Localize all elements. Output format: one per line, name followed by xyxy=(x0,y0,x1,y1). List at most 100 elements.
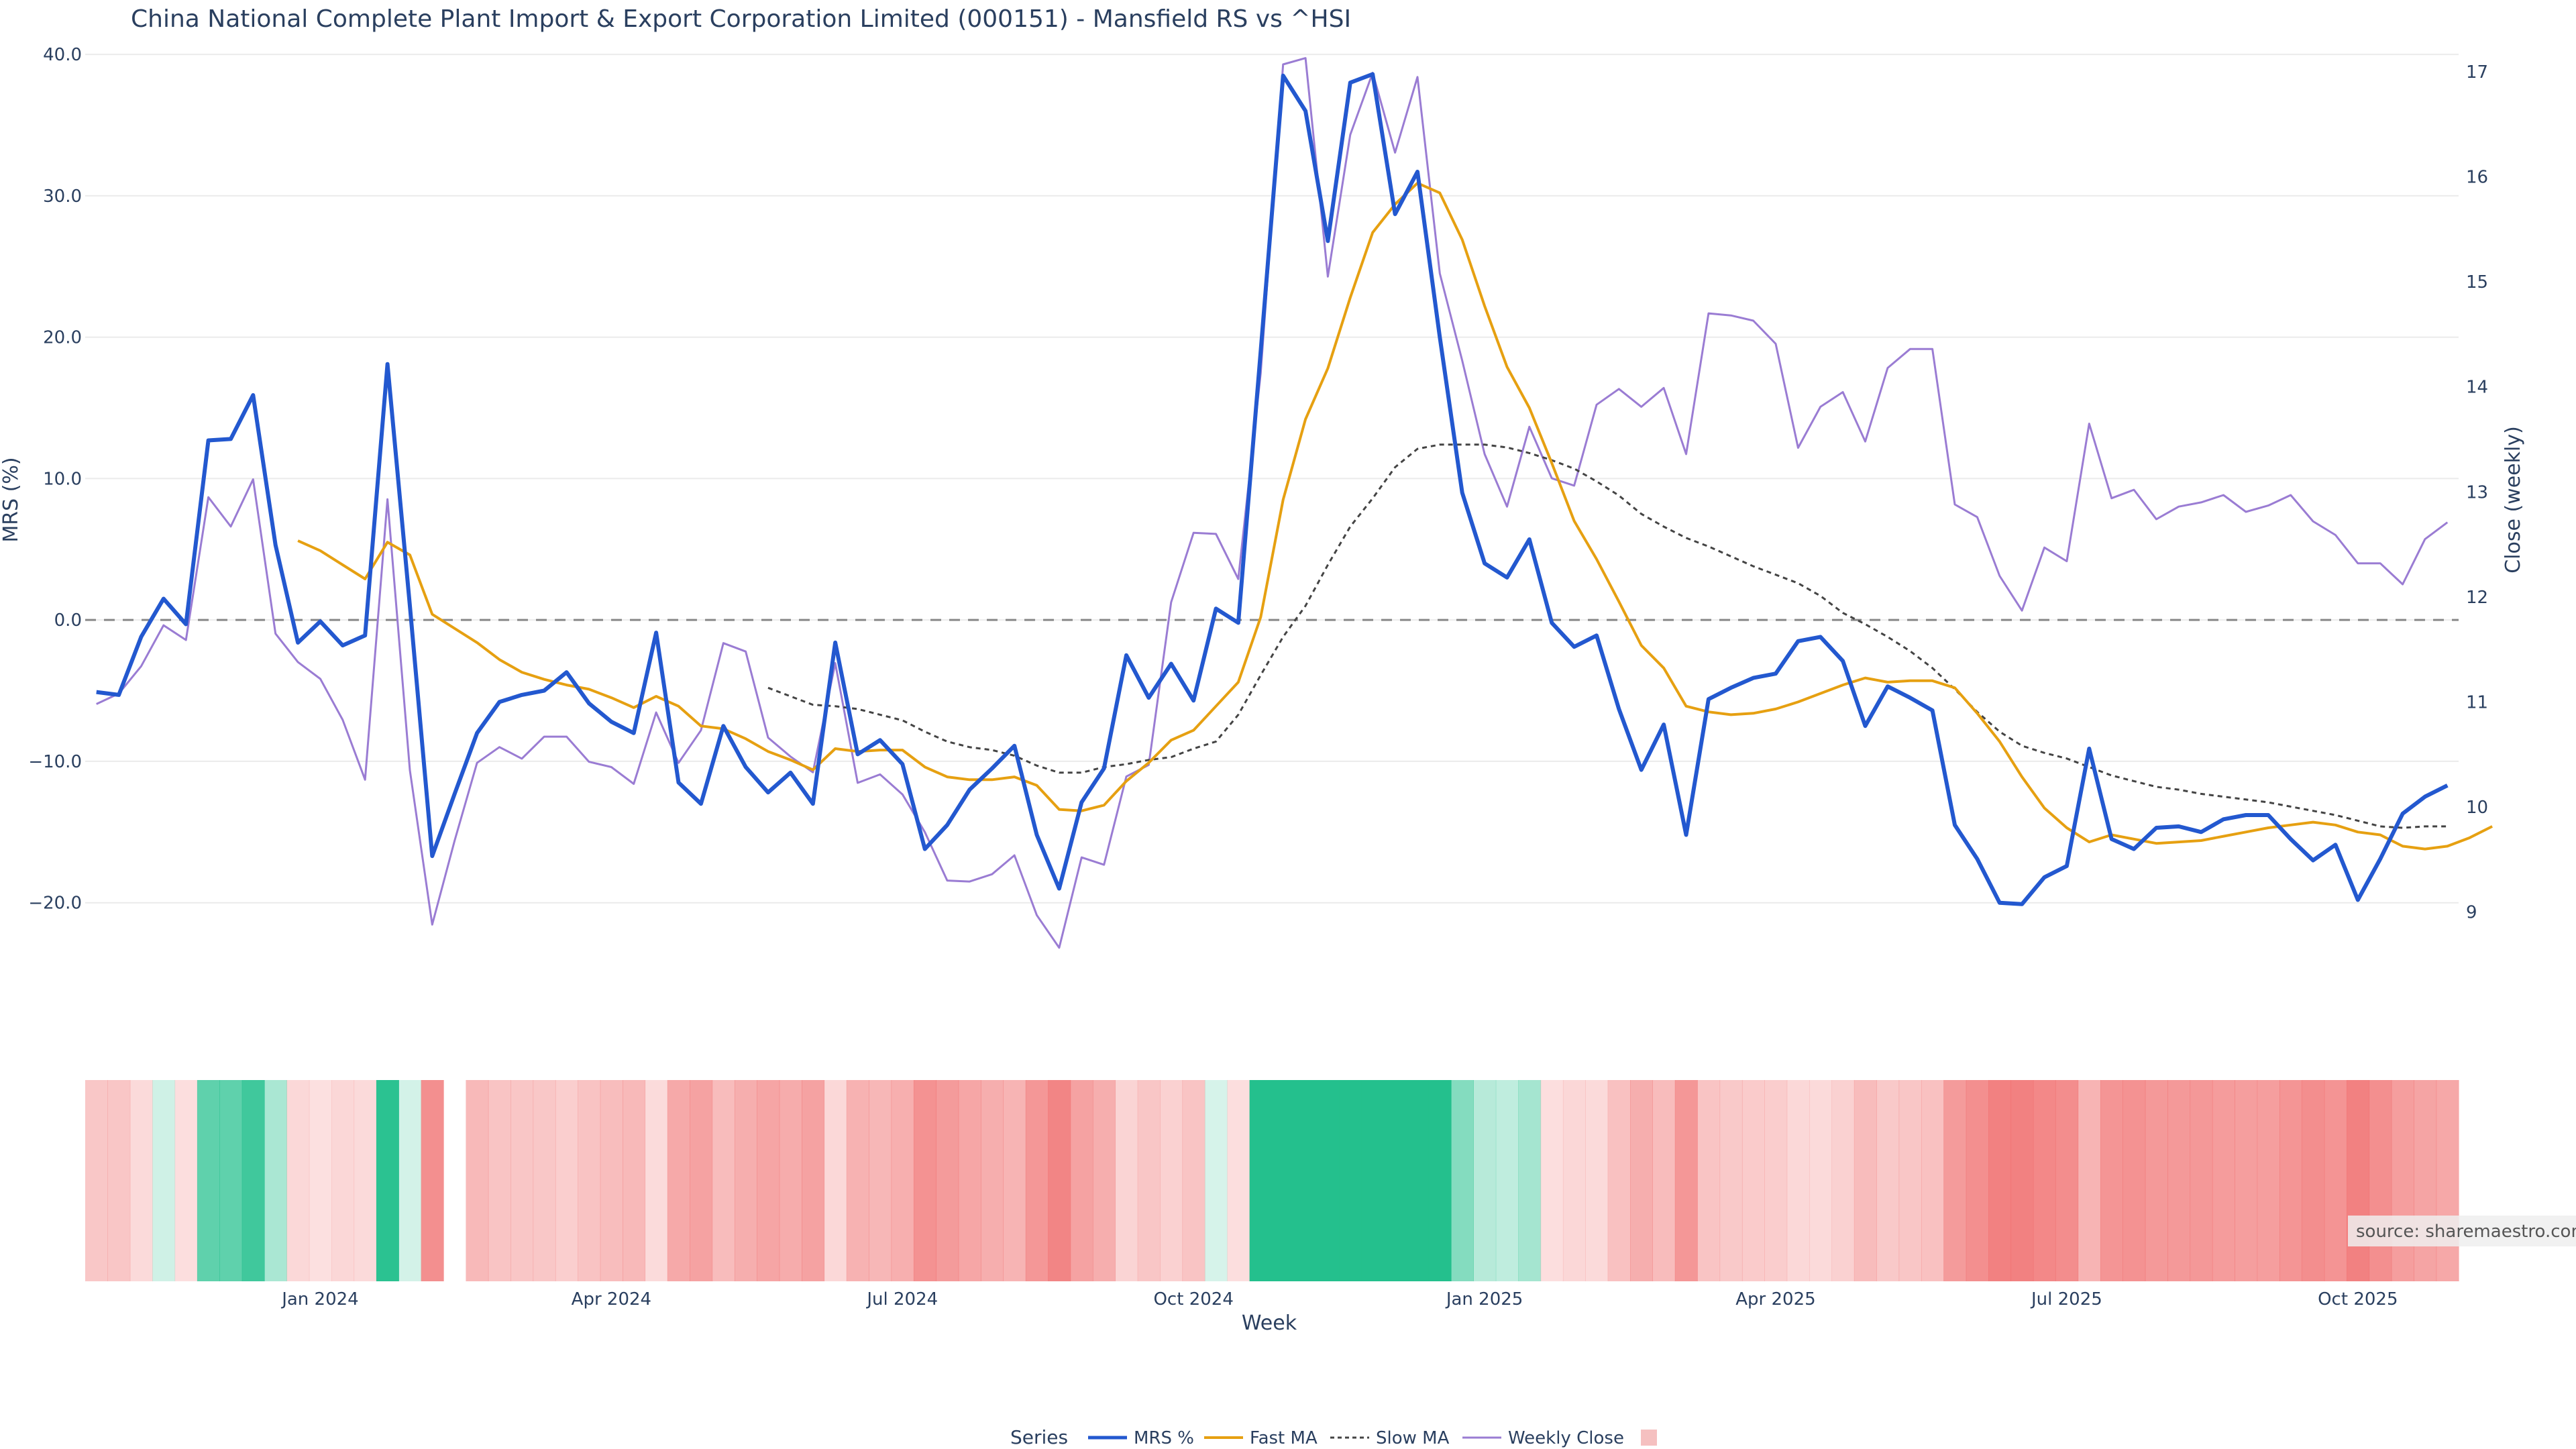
heat-band-cell xyxy=(623,1080,646,1281)
y-tick-label: −20.0 xyxy=(28,894,82,914)
x-tick-label: Apr 2024 xyxy=(572,1289,651,1309)
heat-band-cell xyxy=(2078,1080,2101,1281)
heat-band-cell xyxy=(1272,1080,1295,1281)
mrs-line xyxy=(96,72,2449,906)
y-tick-label: 10.0 xyxy=(43,469,82,489)
heat-band-cell xyxy=(152,1080,176,1281)
heat-band-cell xyxy=(1092,1080,1116,1281)
heat-band-cell xyxy=(1115,1080,1138,1281)
heat-band-cell xyxy=(824,1080,847,1281)
heat-band-cell xyxy=(712,1080,735,1281)
heat-band-cell xyxy=(734,1080,757,1281)
y2-tick-label: 16 xyxy=(2466,168,2488,188)
y2-tick-label: 15 xyxy=(2466,272,2488,292)
heat-band-cell xyxy=(2279,1080,2302,1281)
heat-band-cell xyxy=(219,1080,243,1281)
heat-band-cell xyxy=(1786,1080,1810,1281)
heat-band-cell xyxy=(1988,1080,2012,1281)
heat-band-cell xyxy=(1406,1080,1430,1281)
heat-band-cell xyxy=(533,1080,556,1281)
heat-band-cell xyxy=(2257,1080,2280,1281)
heat-band-cell xyxy=(174,1080,198,1281)
heat-band-cell xyxy=(1630,1080,1654,1281)
legend-fast-ma-label: Fast MA xyxy=(1250,1428,1318,1448)
heat-band-cell xyxy=(1741,1080,1765,1281)
y2-tick-label: 11 xyxy=(2466,692,2488,712)
heat-band-cell xyxy=(1607,1080,1631,1281)
legend-title: Series xyxy=(1010,1426,1068,1448)
heat-band-cell xyxy=(1876,1080,1900,1281)
heat-band-cell xyxy=(241,1080,265,1281)
heat-band-cell xyxy=(846,1080,869,1281)
heat-band-cell xyxy=(779,1080,802,1281)
heat-band-cell xyxy=(2033,1080,2056,1281)
heat-band-cell xyxy=(891,1080,914,1281)
heat-band-cell xyxy=(2055,1080,2079,1281)
source-background xyxy=(2348,1216,2576,1246)
heat-band-cell xyxy=(2369,1080,2392,1281)
heat-band-cell xyxy=(555,1080,578,1281)
heat-band-cell xyxy=(2145,1080,2168,1281)
heat-band-cell xyxy=(690,1080,713,1281)
legend-slow-ma-label: Slow MA xyxy=(1376,1428,1450,1448)
axis-layer: 40.0 30.0 20.0 10.0 0.0 −10.0 −20.0 17 16 15 14 13 1… xyxy=(28,45,2488,1309)
heat-band-cell xyxy=(1697,1080,1721,1281)
heat-band-cell xyxy=(1562,1080,1586,1281)
source-badge: source: sharemaestro.com xyxy=(2348,1216,2576,1246)
heat-band-cell xyxy=(2167,1080,2191,1281)
y-axis-label: MRS (%) xyxy=(0,457,23,542)
heat-band-cell xyxy=(2347,1080,2370,1281)
heat-band-cell xyxy=(129,1080,153,1281)
heat-band-cell xyxy=(2235,1080,2258,1281)
heat-band-cell xyxy=(1854,1080,1877,1281)
heat-band-cell xyxy=(2100,1080,2123,1281)
heat-band-cell xyxy=(1451,1080,1474,1281)
y2-tick-label: 10 xyxy=(2466,798,2488,818)
heat-band-cell xyxy=(757,1080,780,1281)
heat-band-cell xyxy=(1316,1080,1340,1281)
heat-band-cell xyxy=(1540,1080,1564,1281)
legend-band-swatch xyxy=(1641,1430,1657,1446)
heat-band-cell xyxy=(2436,1080,2459,1281)
x-tick-label: Apr 2025 xyxy=(1735,1289,1815,1309)
heat-band-cell xyxy=(1383,1080,1407,1281)
y2-axis-label: Close (weekly) xyxy=(2502,426,2525,574)
heat-band-cell xyxy=(2324,1080,2347,1281)
heat-band-cell xyxy=(1898,1080,1922,1281)
heat-band-cell xyxy=(1585,1080,1609,1281)
heat-band-cell xyxy=(1495,1080,1519,1281)
heat-band-cell xyxy=(309,1080,332,1281)
heat-band-cell xyxy=(1003,1080,1026,1281)
heat-band-cell xyxy=(2302,1080,2325,1281)
heat-band-cell xyxy=(802,1080,825,1281)
heat-band-cell xyxy=(1719,1080,1743,1281)
x-tick-label: Jan 2025 xyxy=(1445,1289,1523,1309)
heat-band-cell xyxy=(1160,1080,1183,1281)
legend: Series MRS % Fast MA Slow MA Weekly Clos… xyxy=(1010,1426,1657,1448)
heat-band-cell xyxy=(2391,1080,2414,1281)
heat-band-cell xyxy=(2010,1080,2034,1281)
heat-band-cell xyxy=(511,1080,534,1281)
x-tick-label: Jul 2025 xyxy=(2030,1289,2102,1309)
y-tick-label: 0.0 xyxy=(54,610,82,631)
heat-band-cell xyxy=(421,1080,444,1281)
heat-band-cell xyxy=(2414,1080,2437,1281)
heat-band-cell xyxy=(2190,1080,2213,1281)
heat-band-cell xyxy=(1048,1080,1071,1281)
heat-band-cell xyxy=(488,1080,511,1281)
heat-band-cell xyxy=(1339,1080,1362,1281)
heat-band-cell xyxy=(958,1080,981,1281)
heat-band-cell xyxy=(85,1080,108,1281)
heat-band-cell xyxy=(1361,1080,1385,1281)
heat-band-cell xyxy=(578,1080,601,1281)
heat-band-cell xyxy=(600,1080,623,1281)
y2-tick-label: 13 xyxy=(2466,482,2488,502)
heat-band xyxy=(85,1080,2459,1281)
heat-band-cell xyxy=(1182,1080,1205,1281)
legend-weekly-close-label: Weekly Close xyxy=(1508,1428,1624,1448)
heat-band-cell xyxy=(1294,1080,1318,1281)
heat-band-cell xyxy=(1137,1080,1161,1281)
heat-band-cell xyxy=(1921,1080,1944,1281)
